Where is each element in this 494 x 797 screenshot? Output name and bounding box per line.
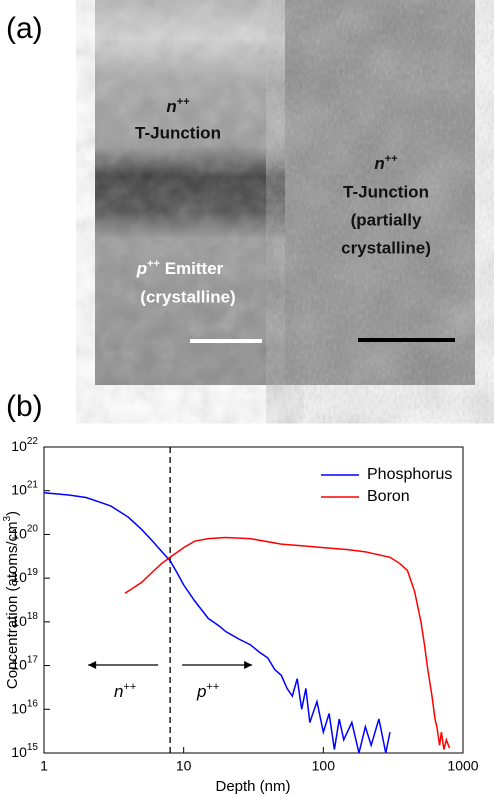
image-label: crystalline) <box>341 238 431 257</box>
y-tick-label: 1018 <box>11 610 38 628</box>
annotation: n++ <box>114 681 136 702</box>
image-label: (crystalline) <box>140 287 235 306</box>
y-tick-label: 1021 <box>11 479 38 497</box>
image-label: T-Junction <box>135 123 221 142</box>
page: {"figure_a": {"label": "(a)", "left_top"… <box>0 0 494 797</box>
arrow-head <box>244 661 252 669</box>
annotation: p++ <box>196 681 219 702</box>
x-tick-label: 10 <box>176 758 192 774</box>
y-tick-label: 1019 <box>11 567 38 585</box>
arrow-head <box>88 661 96 669</box>
series-line <box>125 538 449 750</box>
image-label: (partially <box>351 210 422 229</box>
series-line <box>44 493 390 753</box>
y-tick-label: 1017 <box>11 654 38 672</box>
figure: (a) n++ T-Junction p++ Emitter (crystall… <box>0 0 494 797</box>
legend-label: Phosphorus <box>367 466 452 483</box>
y-tick-label: 1020 <box>11 523 38 541</box>
image-label: T-Junction <box>343 182 429 201</box>
x-tick-label: 1 <box>40 758 48 774</box>
tem-left <box>95 0 285 385</box>
y-tick-label: 1016 <box>11 698 38 716</box>
y-tick-label: 1015 <box>11 742 38 760</box>
x-tick-label: 100 <box>312 758 336 774</box>
x-tick-label: 1000 <box>447 758 478 774</box>
plot-area <box>44 493 449 753</box>
panel-label: (a) <box>6 12 43 45</box>
panel-label: (b) <box>6 390 43 423</box>
x-axis-label: Depth (nm) <box>215 778 290 795</box>
legend-label: Boron <box>367 488 410 505</box>
y-tick-label: 1022 <box>11 436 38 454</box>
